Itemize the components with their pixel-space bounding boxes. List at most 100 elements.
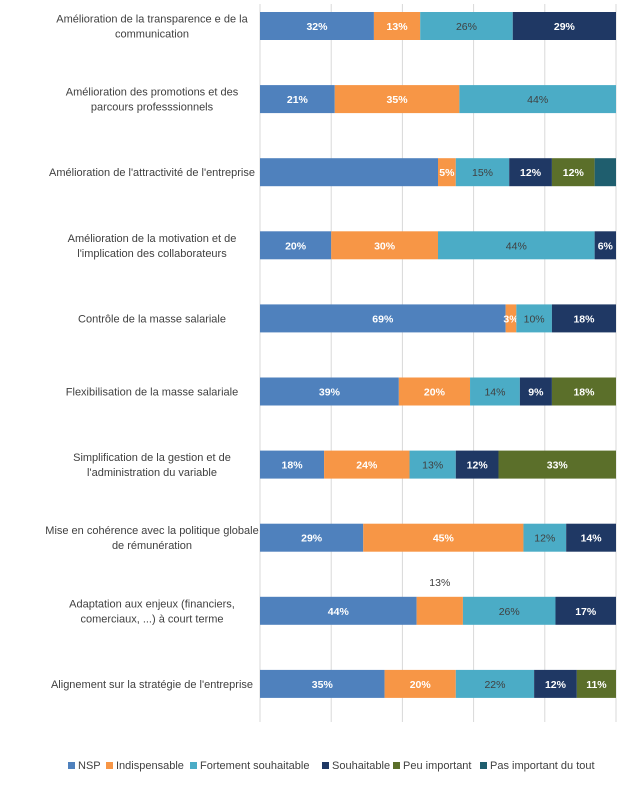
data-label: 12% — [467, 460, 489, 472]
bar-segment — [438, 231, 595, 260]
bar-segment — [551, 304, 616, 333]
bar-segment — [523, 523, 567, 552]
data-label: 69% — [372, 313, 394, 325]
data-label: 35% — [312, 679, 334, 691]
legend-label: Indispensable — [116, 760, 184, 772]
data-label: 12% — [534, 533, 555, 545]
category-label: Amélioration de l'attractivité de l'entr… — [49, 167, 255, 179]
data-label: 18% — [573, 313, 595, 325]
category-label: Mise en cohérence avec la politique glob… — [45, 525, 258, 552]
data-label: 14% — [484, 387, 505, 399]
legend-label: Peu important — [403, 760, 471, 772]
legend-label: Fortement souhaitable — [200, 760, 309, 772]
legend-swatch — [480, 762, 487, 769]
data-label: 20% — [410, 679, 432, 691]
bar-segment — [509, 158, 552, 187]
bar-segment — [260, 158, 438, 187]
data-label: 26% — [499, 606, 520, 618]
data-label: 13% — [387, 21, 409, 33]
data-label: 13% — [422, 460, 443, 472]
data-label: 20% — [285, 240, 307, 252]
data-label: 6% — [598, 240, 614, 252]
data-label: 12% — [563, 167, 585, 179]
bar-segment — [260, 12, 374, 40]
legend-label: NSP — [78, 760, 101, 772]
bar-segment — [462, 596, 556, 625]
category-label: Amélioration des promotions et des parcou… — [66, 87, 239, 114]
bars: 32% 13% 26% 29% 21% 35% 44% 5% 15% 12% 12% 20% 30% 44… — [260, 12, 616, 698]
bar-segment — [420, 12, 513, 40]
bar-segment — [363, 523, 524, 552]
data-label: 18% — [573, 387, 595, 399]
bar-segment — [260, 377, 399, 406]
bar-segment — [519, 377, 552, 406]
bar-segment — [334, 85, 460, 114]
bar-segment — [373, 12, 421, 40]
data-label: 15% — [472, 167, 493, 179]
data-label: 9% — [528, 387, 544, 399]
data-label: 20% — [424, 387, 446, 399]
data-label: 12% — [545, 679, 567, 691]
data-label: 11% — [586, 679, 607, 691]
bar-segment — [470, 377, 520, 406]
bar-segment — [551, 377, 616, 406]
bar-segment — [384, 669, 456, 698]
category-label: Adaptation aux enjeux (financiers, comerc… — [69, 598, 235, 625]
bar-segment — [260, 596, 417, 625]
data-label: 30% — [374, 240, 396, 252]
data-label: 44% — [328, 606, 350, 618]
data-label: 24% — [356, 460, 378, 472]
data-label: 17% — [575, 606, 597, 618]
bar-segment — [576, 669, 616, 698]
bar-segment — [455, 450, 499, 479]
data-label: 10% — [524, 313, 545, 325]
legend-label: Pas important du tout — [490, 760, 595, 772]
legend-swatch — [322, 762, 329, 769]
legend-label: Souhaitable — [332, 760, 390, 772]
data-label: 14% — [581, 533, 603, 545]
data-label: 5% — [439, 167, 455, 179]
data-label: 45% — [433, 533, 455, 545]
bar-segment — [555, 596, 616, 625]
data-label: 13% — [429, 577, 450, 589]
data-label: 29% — [301, 533, 323, 545]
data-label: 29% — [554, 21, 576, 33]
bar-segment — [260, 450, 325, 479]
category-label: Simplification de la gestion et de l'admi… — [73, 452, 231, 479]
bar-segment — [260, 231, 332, 260]
bar-segment — [498, 450, 616, 479]
data-label: 3% — [503, 313, 519, 325]
category-labels: Amélioration de la transparence e de la c… — [45, 14, 258, 691]
legend: NSP Indispensable Fortement souhaitable Sou… — [68, 760, 595, 772]
bar-segment — [505, 304, 517, 333]
bar-segment — [594, 158, 616, 187]
data-label: 39% — [319, 387, 341, 399]
bar-segment — [416, 596, 463, 625]
data-label: 22% — [484, 679, 505, 691]
category-label: Flexibilisation de la masse salariale — [66, 387, 238, 399]
data-label: 44% — [527, 94, 548, 106]
legend-swatch — [68, 762, 75, 769]
bar-segment — [398, 377, 471, 406]
bar-segment — [324, 450, 410, 479]
category-label: Amélioration de la motivation et de l'imp… — [68, 233, 237, 260]
legend-swatch — [190, 762, 197, 769]
bar-segment — [438, 158, 456, 187]
data-label: 12% — [520, 167, 542, 179]
bar-segment — [260, 669, 385, 698]
legend-swatch — [106, 762, 113, 769]
bar-segment — [455, 669, 535, 698]
data-label: 21% — [287, 94, 309, 106]
bar-segment — [331, 231, 438, 260]
data-label: 32% — [306, 21, 328, 33]
bar-segment — [455, 158, 510, 187]
category-label: Amélioration de la transparence e de la c… — [56, 14, 248, 41]
category-label: Contrôle de la masse salariale — [78, 313, 226, 325]
bar-segment — [594, 231, 616, 260]
bar-segment — [534, 669, 577, 698]
category-label: Alignement sur la stratégie de l'entrepr… — [51, 679, 253, 691]
bar-segment — [260, 85, 335, 114]
bar-segment — [551, 158, 595, 187]
bar-segment — [260, 304, 506, 333]
